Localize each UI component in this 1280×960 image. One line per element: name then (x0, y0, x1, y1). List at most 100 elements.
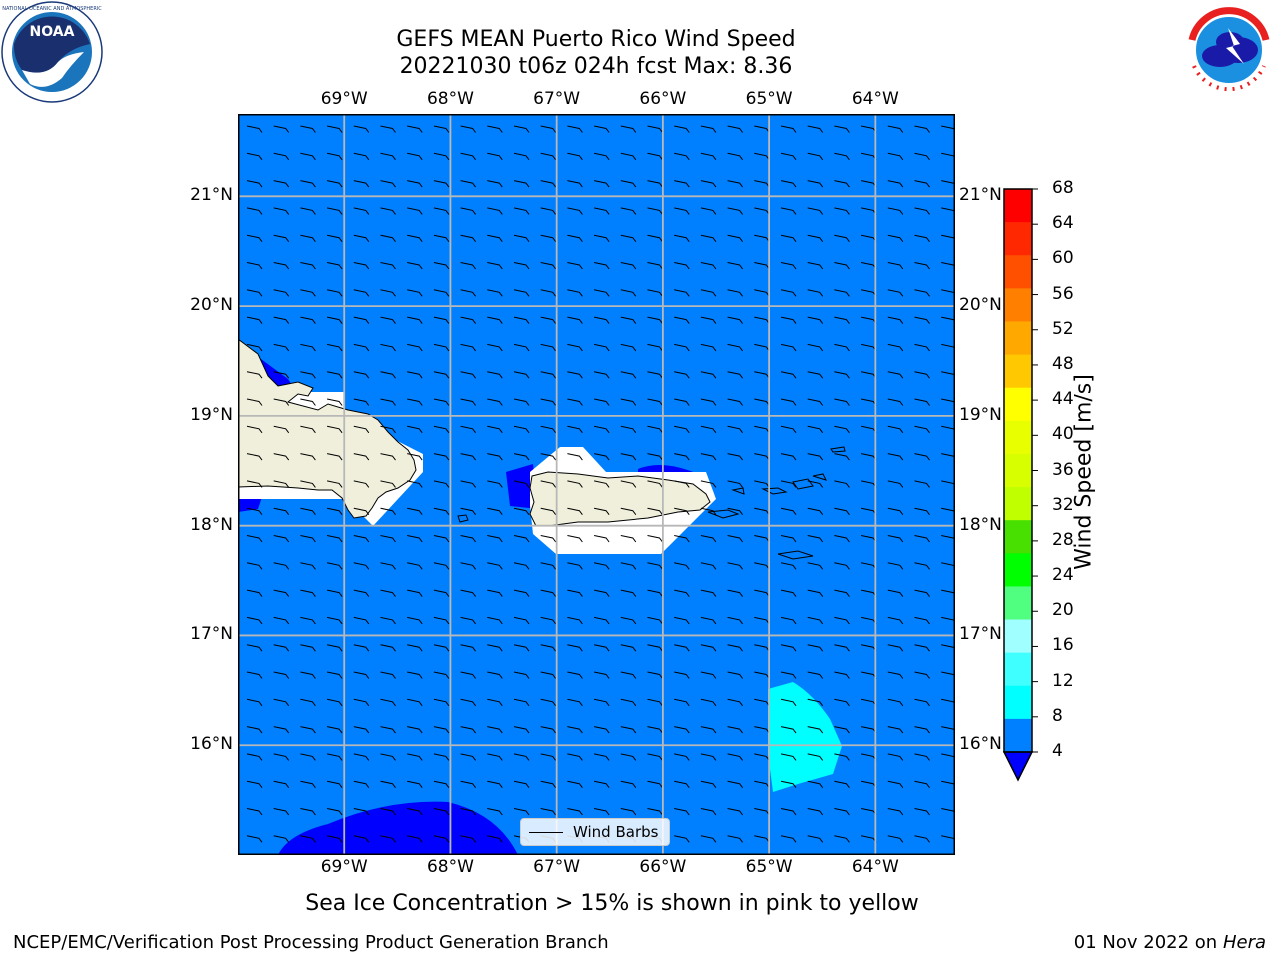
wind-barb (914, 152, 930, 161)
wind-barb (914, 507, 930, 515)
wind-barb (807, 726, 824, 734)
wind-barb (407, 289, 423, 297)
wind-barb (246, 480, 263, 488)
longitude-label-top: 65°W (745, 89, 793, 109)
wind-barb (487, 698, 503, 707)
wind-barb (567, 507, 583, 515)
wind-barb (300, 234, 316, 242)
wind-barb (780, 644, 797, 652)
wind-barb (540, 343, 557, 352)
wind-barb (513, 753, 530, 761)
wind-barb (941, 425, 955, 433)
wind-barb (540, 616, 557, 625)
wind-barb (246, 180, 263, 188)
wind-barb (647, 671, 663, 679)
colorbar-segment (1004, 354, 1032, 389)
wind-barb (300, 371, 316, 379)
wind-barb (941, 698, 955, 706)
wind-barb (700, 726, 717, 734)
wind-barb (620, 289, 637, 297)
wind-barb (780, 808, 797, 816)
wind-barb (834, 425, 850, 434)
wind-barb (246, 207, 263, 215)
wind-barb (353, 808, 370, 816)
wind-barb (887, 562, 904, 570)
wind-barb (834, 616, 850, 625)
wind-barb (326, 535, 343, 543)
wind-barb (941, 808, 955, 815)
wind-barb (433, 371, 450, 379)
wind-barb (887, 780, 904, 788)
wind-barb (567, 371, 583, 379)
colorbar-tick-label: 64 (1052, 213, 1074, 234)
wind-barb (941, 289, 955, 296)
wind-barb (487, 398, 503, 406)
wind-barb (941, 753, 955, 760)
wind-barb (353, 507, 370, 515)
wind-barb (674, 535, 690, 543)
wind-barb (780, 671, 797, 679)
wind-barb (567, 480, 583, 488)
wind-barb (674, 726, 690, 734)
wind-barb (674, 234, 690, 242)
colorbar-segment (1004, 420, 1032, 455)
wind-barb (834, 562, 850, 570)
wind-barb (727, 343, 743, 352)
wind-barb (620, 398, 637, 406)
wind-barb (647, 644, 663, 652)
colorbar-segment (1004, 487, 1032, 521)
wind-barb (593, 753, 610, 761)
wind-barb (593, 289, 610, 297)
wind-barb (540, 480, 557, 488)
wind-barb (807, 671, 824, 679)
wind-barb (727, 371, 743, 379)
svg-text:NATIONAL OCEANIC AND ATMOSPHER: NATIONAL OCEANIC AND ATMOSPHERIC (2, 6, 102, 12)
wind-barb (914, 480, 930, 488)
wind-barb (300, 644, 316, 652)
wind-barb (567, 671, 583, 679)
wind-barb (780, 125, 797, 133)
wind-barb (647, 207, 663, 215)
wind-barb (407, 671, 423, 679)
wind-barb (593, 616, 610, 625)
wind-barb (700, 180, 717, 188)
wind-barb (353, 644, 370, 652)
wind-barb (460, 726, 476, 734)
wind-barb (433, 507, 450, 515)
wind-barb (834, 589, 850, 597)
wind-barb (674, 589, 690, 597)
wind-barb (273, 425, 290, 434)
wind-barb (353, 343, 370, 352)
wind-barb (407, 480, 423, 488)
wind-barb (780, 398, 797, 406)
wind-barb (326, 480, 343, 488)
wind-barb (433, 644, 450, 652)
wind-barb (674, 616, 690, 625)
wind-barb (487, 180, 503, 188)
wind-barb (300, 698, 316, 707)
wind-barb (273, 507, 290, 515)
sea-ice-caption: Sea Ice Concentration > 15% is shown in … (305, 891, 919, 916)
wind-barb (433, 535, 450, 543)
wind-barb (487, 671, 503, 679)
wind-barb (620, 180, 637, 188)
wind-barb (941, 644, 955, 651)
wind-barb (513, 343, 530, 352)
wind-barb (834, 726, 850, 734)
wind-barb (513, 671, 530, 679)
wind-barb (300, 753, 316, 761)
wind-barb (941, 180, 955, 187)
wind-barb (674, 698, 690, 707)
wind-barb (380, 671, 396, 679)
colorbar-tick-label: 20 (1052, 600, 1074, 621)
wind-barb (620, 535, 637, 543)
colorbar-label: Wind Speed [m/s] (1071, 374, 1097, 570)
wind-barb (914, 808, 930, 816)
wind-barb (914, 644, 930, 652)
wind-barb (407, 371, 423, 379)
wind-barb (433, 589, 450, 597)
wind-barb (941, 535, 955, 542)
wind-barb (407, 808, 423, 816)
wind-barb (941, 616, 955, 624)
colorbar-tick-label: 4 (1052, 741, 1063, 761)
